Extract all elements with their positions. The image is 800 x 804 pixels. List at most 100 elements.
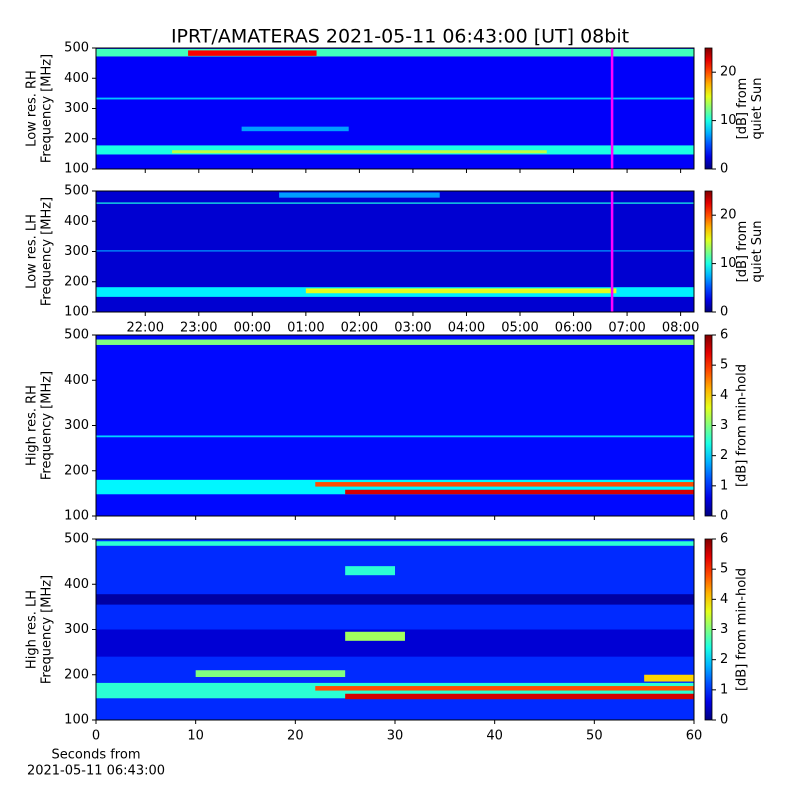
colorbar-tick-label: 2 (720, 448, 728, 463)
heatmap-cell (195, 670, 346, 678)
colorbar-tick-label: 0 (720, 509, 728, 524)
x-tick-label: 06:00 (555, 321, 592, 336)
colorbar-tick-label: 0 (720, 713, 728, 728)
y-tick-label: 400 (64, 373, 89, 388)
heatmap-cell (315, 686, 694, 691)
heatmap-cell (96, 435, 694, 438)
x-tick-label: 20 (287, 729, 304, 744)
colorbar-label: [dB] from min-hold (735, 364, 750, 487)
heatmap-cell (345, 631, 405, 641)
y-tick-label: 500 (64, 532, 89, 547)
x-tick-label: 07:00 (608, 321, 645, 336)
y-tick-label: 400 (64, 577, 89, 592)
y-axis-label: Frequency [MHz] (40, 197, 55, 306)
colorbar-tick-label: 3 (720, 418, 728, 433)
heatmap-cell (96, 594, 694, 605)
heatmap-cell (96, 250, 694, 252)
colorbar-tick-label: 2 (720, 652, 728, 667)
y-tick-label: 200 (64, 463, 89, 478)
y-tick-label: 200 (64, 131, 89, 146)
heatmap (96, 48, 694, 169)
y-tick-label: 200 (64, 667, 89, 682)
colorbar-tick-label: 20 (720, 208, 737, 223)
colorbar-label: [dB] from (735, 221, 750, 283)
x-tick-label: 0 (92, 729, 100, 744)
colorbar-tick-label: 1 (720, 682, 728, 697)
y-tick-label: 300 (64, 418, 89, 433)
colorbar-tick-label: 0 (720, 305, 728, 320)
heatmap (96, 539, 694, 720)
y-axis-label: Low res. RH (25, 70, 40, 147)
colorbar-tick-label: 0 (720, 162, 728, 177)
colorbar-tick-label: 20 (720, 65, 737, 80)
x-tick-label: 23:00 (180, 321, 217, 336)
heatmap-cell (96, 202, 694, 204)
heatmap (96, 335, 694, 516)
y-tick-label: 500 (64, 328, 89, 343)
heatmap-cell (315, 482, 694, 487)
colorbar (704, 190, 713, 313)
heatmap-cell (96, 339, 694, 345)
colorbar-label: quiet Sun (750, 220, 765, 282)
chart-title: IPRT/AMATERAS 2021-05-11 06:43:00 [UT] 0… (171, 26, 629, 48)
colorbar-tick-label: 3 (720, 622, 728, 637)
heatmap-cell (279, 192, 440, 198)
y-tick-label: 300 (64, 244, 89, 259)
y-tick-label: 400 (64, 214, 89, 229)
x-tick-label: 10 (187, 729, 204, 744)
y-tick-label: 100 (64, 162, 89, 177)
x-axis-label: 2021-05-11 06:43:00 (27, 764, 165, 779)
colorbar-tick-label: 1 (720, 478, 728, 493)
colorbar-label: [dB] from (735, 78, 750, 140)
heatmap-cell (345, 566, 395, 576)
heatmap-cell (345, 693, 694, 700)
colorbar (704, 538, 713, 721)
y-tick-label: 300 (64, 101, 89, 116)
y-tick-label: 400 (64, 71, 89, 86)
heatmap-cell (172, 150, 547, 154)
y-tick-label: 100 (64, 509, 89, 524)
x-tick-label: 50 (586, 729, 603, 744)
heatmap-cell (96, 541, 694, 546)
x-tick-label: 02:00 (341, 321, 378, 336)
heatmap-cell (345, 489, 694, 495)
heatmap (96, 191, 694, 312)
y-tick-label: 100 (64, 713, 89, 728)
y-axis-label: Frequency [MHz] (40, 54, 55, 163)
heatmap-cell (188, 50, 317, 56)
y-axis-label: Frequency [MHz] (40, 575, 55, 684)
x-tick-label: 30 (387, 729, 404, 744)
colorbar-label: [dB] from min-hold (735, 568, 750, 691)
y-tick-label: 300 (64, 622, 89, 637)
y-tick-label: 500 (64, 41, 89, 56)
y-axis-label: High res. LH (25, 590, 40, 669)
colorbar-tick-label: 6 (720, 328, 728, 343)
heatmap-cell (96, 145, 694, 155)
colorbar (704, 334, 713, 517)
colorbar-tick-label: 4 (720, 592, 728, 607)
x-axis-label: Seconds from (51, 748, 140, 763)
x-tick-label: 00:00 (234, 321, 271, 336)
colorbar-label: quiet Sun (750, 77, 765, 139)
colorbar-tick-label: 4 (720, 388, 728, 403)
x-tick-label: 03:00 (394, 321, 431, 336)
heatmap-cell (241, 126, 349, 132)
colorbar-tick-label: 10 (720, 113, 737, 128)
x-tick-label: 40 (486, 729, 503, 744)
colorbar-tick-label: 10 (720, 256, 737, 271)
x-tick-label: 01:00 (287, 321, 324, 336)
y-axis-label: Frequency [MHz] (40, 371, 55, 480)
x-tick-label: 05:00 (501, 321, 538, 336)
x-tick-label: 22:00 (127, 321, 164, 336)
x-tick-label: 04:00 (448, 321, 485, 336)
colorbar-tick-label: 6 (720, 532, 728, 547)
heatmap-cell (96, 97, 694, 100)
heatmap-cell (305, 288, 617, 294)
colorbar-tick-label: 5 (720, 358, 728, 373)
y-axis-label: High res. RH (25, 385, 40, 466)
heatmap-cell (644, 674, 694, 682)
colorbar (704, 47, 713, 170)
y-tick-label: 100 (64, 305, 89, 320)
x-tick-label: 08:00 (662, 321, 699, 336)
